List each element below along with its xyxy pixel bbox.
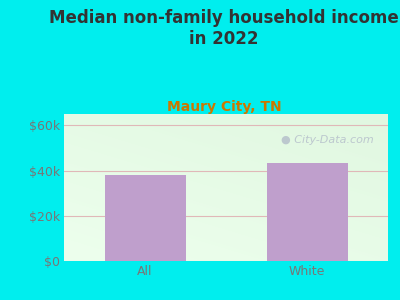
Text: ● City-Data.com: ● City-Data.com (281, 136, 374, 146)
Bar (266, 163, 348, 261)
Text: Maury City, TN: Maury City, TN (167, 100, 281, 115)
Text: Median non-family household income
in 2022: Median non-family household income in 20… (49, 9, 399, 48)
Bar (104, 175, 186, 261)
